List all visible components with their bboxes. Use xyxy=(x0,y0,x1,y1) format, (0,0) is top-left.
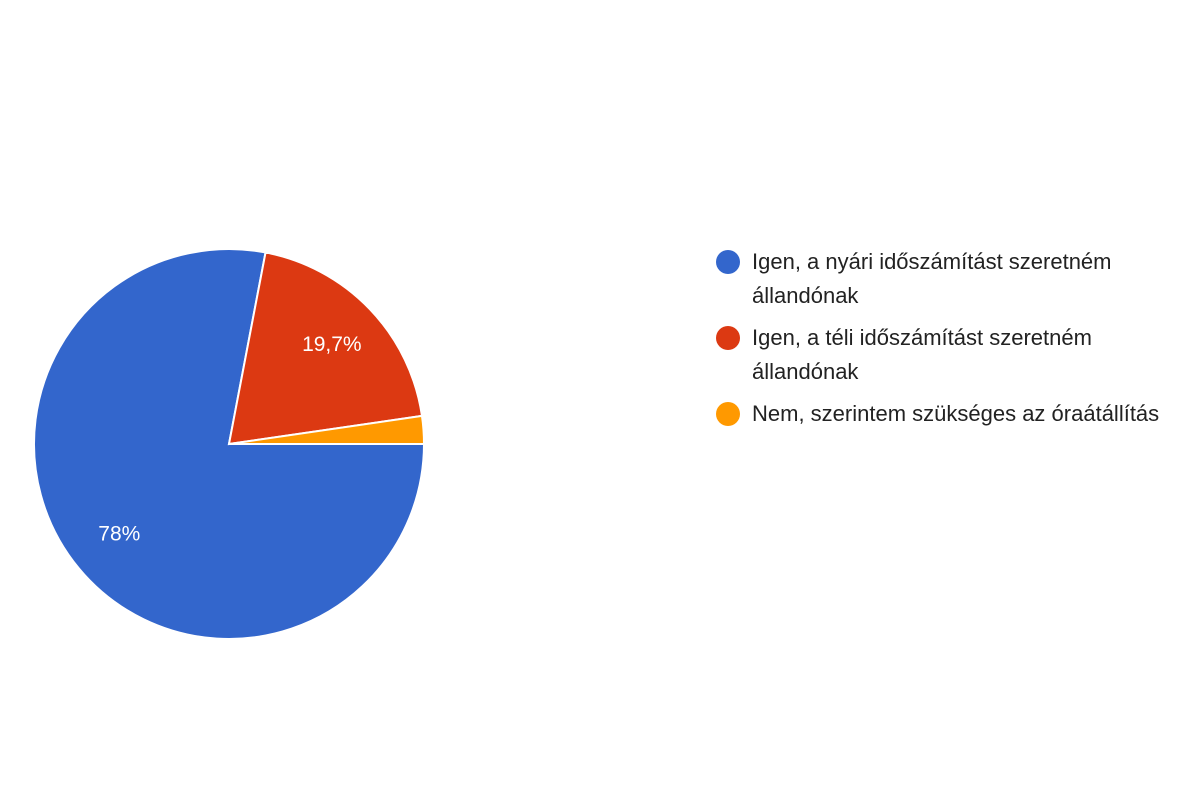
legend-item: Igen, a téli időszámítást szeretném álla… xyxy=(714,321,1184,389)
pie-slice xyxy=(228,414,426,445)
legend-item: Igen, a nyári időszámítást szeretném áll… xyxy=(714,245,1184,313)
slice-label: 78% xyxy=(98,522,140,545)
legend-label: Igen, a téli időszámítást szeretném álla… xyxy=(752,325,1092,384)
legend-label: Nem, szerintem szükséges az óraátállítás xyxy=(752,401,1160,426)
legend-swatch xyxy=(716,402,740,426)
slice-label: 19,7% xyxy=(302,333,362,356)
legend-label: Igen, a nyári időszámítást szeretném áll… xyxy=(752,249,1112,308)
legend: Igen, a nyári időszámítást szeretném áll… xyxy=(714,245,1184,439)
pie-slice xyxy=(33,248,426,640)
legend-item: Nem, szerintem szükséges az óraátállítás xyxy=(714,397,1184,431)
pie-slice xyxy=(227,251,424,446)
legend-swatch xyxy=(716,250,740,274)
chart: 78% 19,7% xyxy=(33,248,426,640)
legend-swatch xyxy=(716,326,740,350)
